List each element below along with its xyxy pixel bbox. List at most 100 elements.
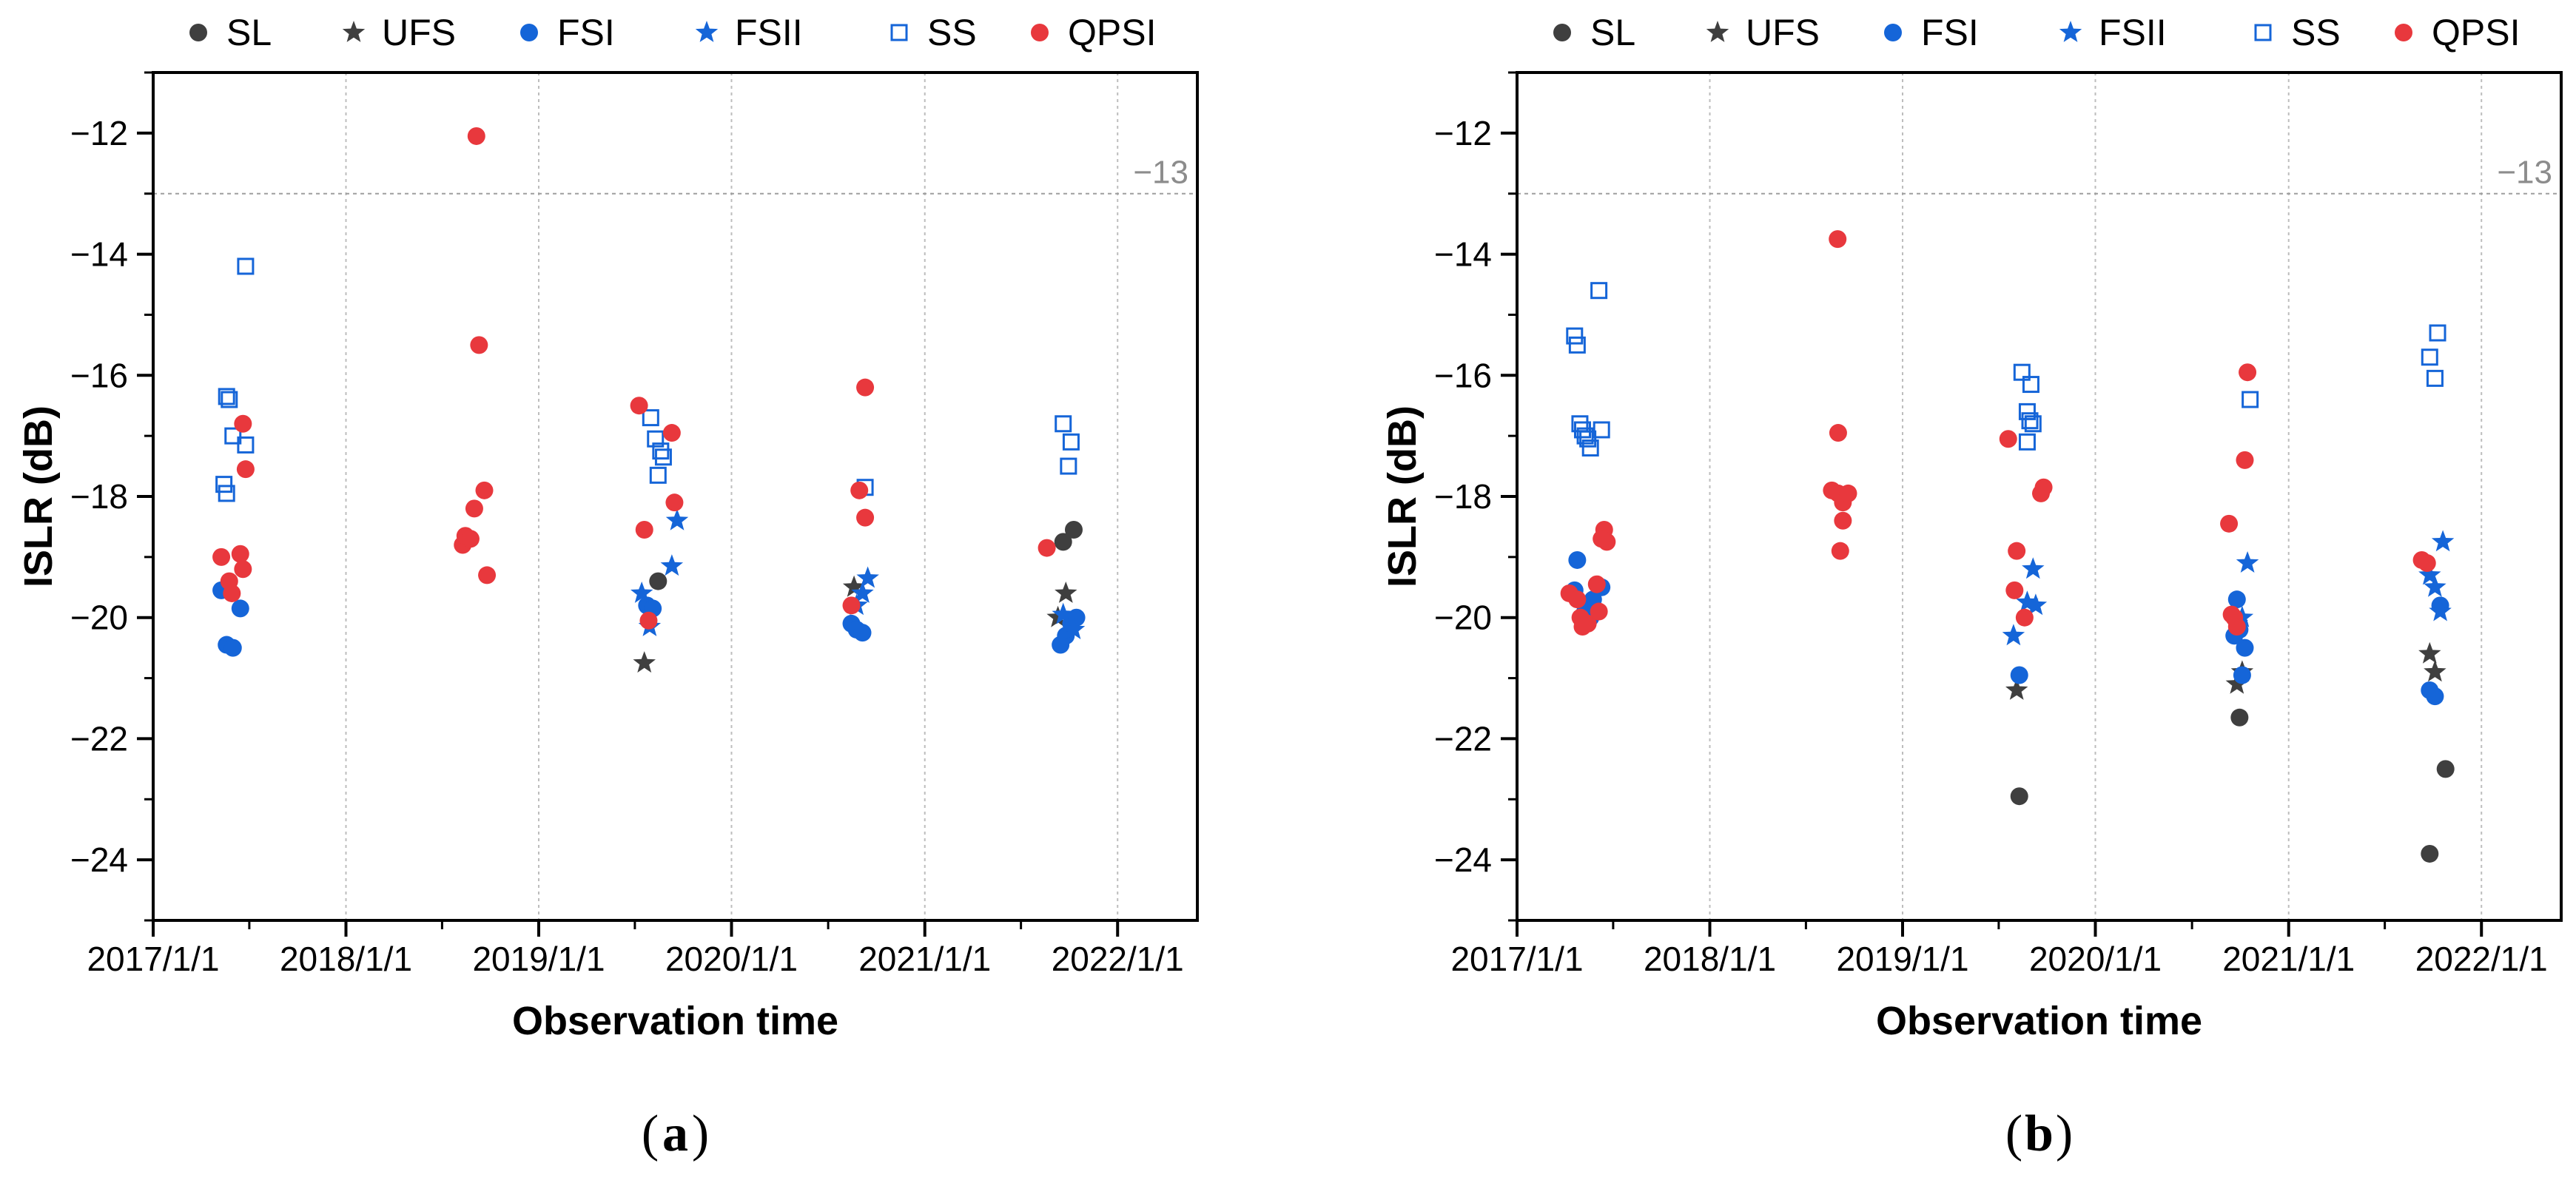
data-point-fsii	[2418, 563, 2441, 585]
data-point-fsii	[856, 566, 879, 588]
y-tick-label: −12	[70, 114, 128, 152]
data-point-qpsi	[1038, 539, 1056, 557]
legend-label-ufs: UFS	[382, 12, 456, 53]
data-point-qpsi	[842, 596, 861, 615]
legend-marker-ss	[2254, 24, 2272, 41]
series-sl	[2010, 708, 2455, 863]
data-point-ufs	[842, 575, 866, 597]
data-point-fsi	[2227, 590, 2246, 609]
data-point-qpsi	[2227, 617, 2246, 636]
legend-marker-fsi	[1884, 24, 1902, 41]
legend-marker-ufs	[342, 21, 366, 42]
y-axis-title: ISLR (dB)	[1380, 405, 1425, 587]
data-point-sl	[1064, 521, 1083, 539]
data-point-qpsi	[1829, 424, 1847, 442]
data-point-sl	[1054, 533, 1072, 551]
data-point-qpsi	[223, 584, 241, 602]
x-tick-label: 2019/1/1	[472, 940, 605, 978]
data-point-ss	[642, 409, 659, 427]
data-point-fsi	[2236, 639, 2254, 657]
y-axis-title: ISLR (dB)	[16, 405, 61, 587]
data-point-qpsi	[1839, 484, 1857, 502]
legend-label-ufs: UFS	[1746, 12, 1820, 53]
data-point-qpsi	[1590, 602, 1608, 621]
x-tick-label: 2021/1/1	[2222, 940, 2355, 978]
data-point-ss	[1576, 427, 1594, 445]
x-tick-label: 2022/1/1	[1052, 940, 1184, 978]
data-point-fsi	[2010, 666, 2028, 684]
data-point-fsii	[1052, 602, 1075, 624]
data-point-fsii	[851, 582, 874, 603]
panel-label: a	[662, 1105, 688, 1162]
y-tick-label: −20	[1434, 599, 1492, 637]
data-point-qpsi	[236, 460, 255, 479]
legend-label-fsii: FSII	[2099, 12, 2167, 53]
data-point-ufs	[633, 651, 656, 673]
data-point-qpsi	[1587, 575, 1606, 593]
y-tick-label: −22	[1434, 719, 1492, 758]
x-tick-label: 2018/1/1	[1644, 940, 1776, 978]
data-point-qpsi	[461, 530, 480, 548]
legend-label-qpsi: QPSI	[1068, 12, 1156, 53]
data-point-fsii	[2431, 530, 2455, 552]
data-point-fsii	[630, 582, 653, 603]
y-tick-label: −24	[1434, 840, 1492, 879]
data-point-qpsi	[2220, 514, 2239, 533]
legend-marker-qpsi	[2395, 24, 2412, 41]
data-point-ss	[1062, 433, 1080, 451]
x-tick-label: 2020/1/1	[665, 940, 798, 978]
legend-label-ss: SS	[2291, 12, 2341, 53]
data-point-fsii	[2022, 557, 2045, 579]
x-tick-label: 2017/1/1	[87, 940, 219, 978]
data-point-fsii	[665, 508, 689, 530]
data-point-ss	[1581, 439, 1599, 457]
data-point-qpsi	[1593, 530, 1611, 548]
data-point-ss	[2013, 363, 2031, 381]
data-point-qpsi	[234, 414, 252, 433]
data-point-qpsi	[2034, 478, 2053, 496]
x-tick-label: 2018/1/1	[280, 940, 412, 978]
data-point-ufs	[2418, 641, 2441, 664]
data-point-fsi	[853, 624, 872, 642]
data-point-ss	[215, 476, 233, 493]
x-tick-label: 2020/1/1	[2029, 940, 2162, 978]
reference-line-label: −13	[2497, 155, 2552, 191]
y-tick-label: −20	[70, 599, 128, 637]
data-point-sl	[2421, 844, 2439, 863]
y-tick-label: −14	[70, 235, 128, 274]
legend-label-qpsi: QPSI	[2432, 12, 2520, 53]
legend-label-fsi: FSI	[1921, 12, 1979, 53]
data-point-fsii	[2236, 551, 2259, 573]
data-point-ss	[2421, 348, 2438, 366]
data-point-ss	[1579, 430, 1597, 448]
legend-marker-fsii	[695, 21, 719, 42]
panel-label-open-paren: (	[2005, 1105, 2022, 1162]
data-point-ss	[2429, 324, 2446, 342]
data-point-qpsi	[639, 611, 658, 630]
y-tick-label: −14	[1434, 235, 1492, 274]
data-point-qpsi	[856, 508, 875, 527]
data-point-sl	[2230, 708, 2249, 727]
series-sl	[649, 521, 1083, 590]
data-point-qpsi	[470, 336, 488, 354]
data-point-fsi	[223, 639, 242, 657]
data-point-ss	[1060, 457, 1077, 475]
data-point-qpsi	[630, 397, 648, 415]
data-point-qpsi	[662, 424, 681, 442]
data-point-fsii	[660, 554, 684, 576]
data-point-qpsi	[234, 560, 252, 579]
data-point-ss	[218, 485, 235, 502]
data-point-sl	[2010, 787, 2028, 806]
data-point-ss	[2242, 391, 2259, 408]
series-fsi	[1565, 550, 2449, 706]
data-point-qpsi	[635, 521, 653, 539]
data-point-ss	[1573, 421, 1591, 439]
data-point-fsi	[2233, 666, 2251, 684]
reference-line-label: −13	[1133, 155, 1188, 191]
legend-marker-fsi	[520, 24, 538, 41]
legend-label-sl: SL	[1590, 12, 1635, 53]
series-ss	[1566, 282, 2446, 457]
y-tick-label: −12	[1434, 114, 1492, 152]
x-tick-label: 2019/1/1	[1836, 940, 1968, 978]
data-point-fsi	[1568, 550, 1587, 569]
